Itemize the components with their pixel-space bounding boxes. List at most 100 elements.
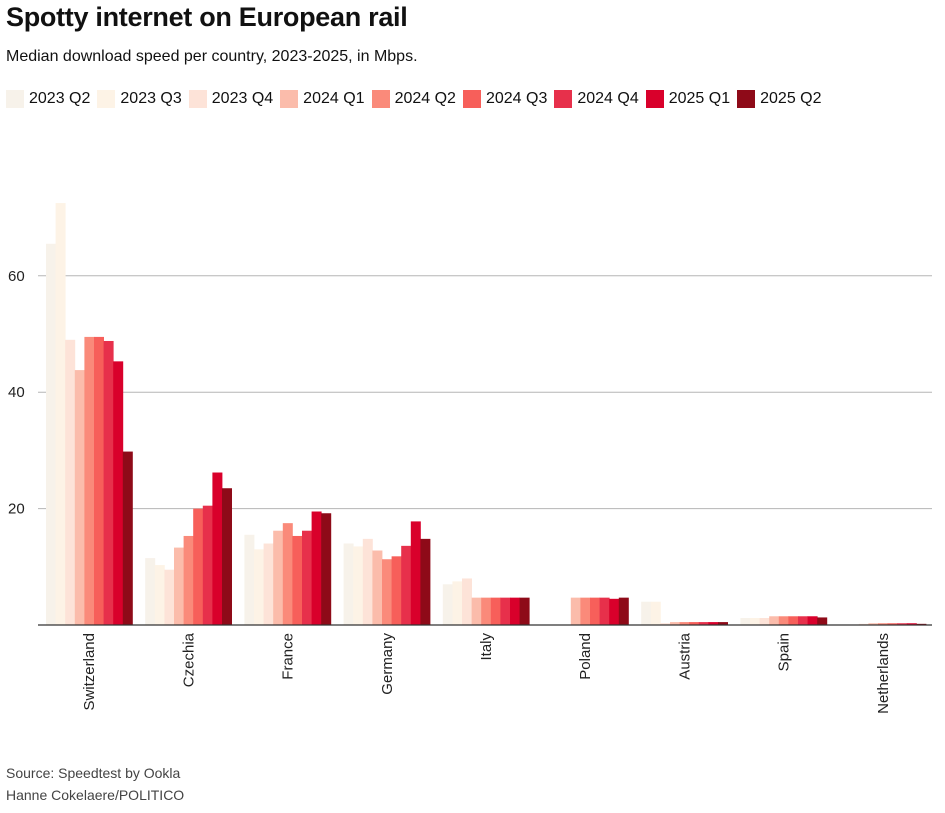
bar <box>689 622 700 625</box>
legend-item: 2024 Q2 <box>371 90 456 108</box>
bar <box>679 622 690 625</box>
bar <box>122 451 133 625</box>
bar <box>769 616 780 625</box>
legend-swatch <box>280 90 299 108</box>
bar <box>590 597 600 625</box>
x-tick-label: Poland <box>577 633 594 680</box>
bar <box>698 622 709 625</box>
bar <box>244 534 255 625</box>
bar <box>660 623 671 625</box>
bar <box>46 243 56 626</box>
bar <box>202 505 213 625</box>
legend-swatch <box>554 90 573 108</box>
bar <box>254 549 264 625</box>
bar <box>353 546 364 625</box>
bar <box>878 623 888 625</box>
bar <box>718 622 728 625</box>
legend-swatch <box>371 90 390 108</box>
bar <box>670 622 680 625</box>
legend-swatch <box>462 90 481 108</box>
x-tick-label: Czechia <box>180 632 197 687</box>
x-tick-label: Germany <box>379 633 396 695</box>
bar <box>84 336 95 625</box>
bar <box>343 543 354 625</box>
bar <box>273 530 284 625</box>
bar <box>510 597 520 625</box>
y-tick-label: 60 <box>8 268 25 285</box>
legend: 2023 Q2 2023 Q3 2023 Q4 2024 Q1 2024 Q2 2024 … <box>6 90 829 108</box>
legend-swatch <box>6 90 24 108</box>
legend-item: 2023 Q3 <box>97 90 182 108</box>
legend-item: 2025 Q2 <box>737 90 822 108</box>
y-tick-label: 40 <box>8 384 25 401</box>
bar <box>599 597 610 625</box>
bar <box>193 508 204 625</box>
bar <box>410 521 421 625</box>
bar <box>798 616 808 625</box>
legend-item: 2023 Q2 <box>6 90 90 108</box>
bar <box>55 203 66 626</box>
bar <box>212 472 223 625</box>
y-tick-label: 20 <box>8 501 25 518</box>
bar <box>618 597 629 625</box>
bar <box>292 535 303 625</box>
chart-title: Spotty internet on European rail <box>6 2 408 32</box>
legend-label: 2024 Q2 <box>394 90 456 107</box>
bar <box>471 597 482 625</box>
bar <box>609 598 620 625</box>
bar <box>103 340 114 625</box>
legend-label: 2024 Q3 <box>485 90 548 107</box>
bar <box>462 578 472 625</box>
legend-label: 2025 Q1 <box>668 90 731 107</box>
legend-item: 2025 Q1 <box>645 90 731 108</box>
bar <box>641 601 652 625</box>
bar <box>778 616 789 625</box>
legend-item: 2023 Q4 <box>188 90 274 108</box>
x-tick-label: France <box>280 633 297 680</box>
legend-label: 2023 Q3 <box>120 90 182 107</box>
bar <box>481 597 492 625</box>
x-tick-label: Italy <box>478 633 495 661</box>
legend-label: 2023 Q4 <box>211 90 274 107</box>
bar <box>788 616 799 625</box>
bar <box>817 617 828 625</box>
bar <box>145 558 156 625</box>
bar <box>906 623 917 625</box>
bar <box>362 538 373 625</box>
bar <box>519 597 530 625</box>
x-tick-label: Netherlands <box>875 633 892 714</box>
bar <box>65 339 76 625</box>
legend-swatch <box>188 90 207 108</box>
bar <box>401 545 412 625</box>
legend-item: 2024 Q1 <box>280 90 365 108</box>
bar <box>490 597 501 625</box>
bar <box>580 597 591 625</box>
x-tick-label: Austria <box>676 632 693 679</box>
bar <box>74 370 85 625</box>
bar <box>263 543 274 625</box>
legend-item: 2024 Q3 <box>462 90 548 108</box>
x-tick-label: Spain <box>776 633 793 671</box>
legend-swatch <box>97 90 116 108</box>
source-note: Source: Speedtest by Ookla <box>6 765 181 781</box>
bar <box>570 597 581 625</box>
bar <box>500 597 511 625</box>
bar <box>452 581 463 625</box>
bar <box>94 336 104 625</box>
bar <box>650 601 661 625</box>
bar <box>222 488 232 625</box>
bar <box>708 622 719 625</box>
bar <box>174 547 184 625</box>
x-tick-label: Switzerland <box>81 633 98 711</box>
legend-label: 2023 Q2 <box>29 90 91 107</box>
credit-note: Hanne Cokelaere/POLITICO <box>6 787 185 803</box>
bar <box>282 523 293 625</box>
legend-label: 2024 Q1 <box>303 90 365 107</box>
bar <box>391 556 402 625</box>
legend-item: 2024 Q4 <box>554 90 639 108</box>
legend-label: 2025 Q2 <box>760 90 822 107</box>
bar <box>382 559 392 625</box>
bar <box>372 550 383 625</box>
legend-label: 2024 Q4 <box>577 90 639 107</box>
